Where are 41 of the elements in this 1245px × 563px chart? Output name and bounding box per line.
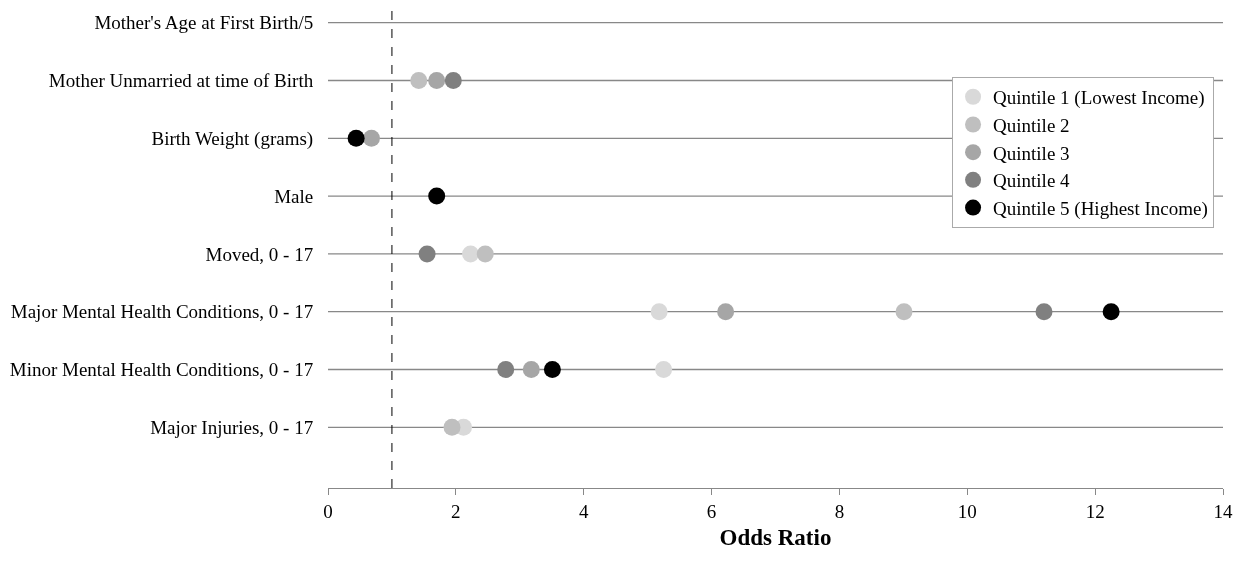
point [410, 72, 428, 90]
point [1102, 303, 1120, 321]
point [428, 72, 446, 90]
point [650, 303, 668, 321]
y-tick-label: Male [274, 185, 314, 207]
y-tick-label: Minor Mental Health Conditions, 0 - 17 [9, 359, 314, 381]
legend-label: Quintile 1 (Lowest Income) [993, 87, 1205, 110]
y-tick-label: Major Mental Health Conditions, 0 - 17 [10, 301, 314, 323]
x-tick-label: 12 [1085, 500, 1105, 522]
point [418, 245, 436, 263]
x-tick-label: 14 [1213, 500, 1233, 522]
x-tick-label: 2 [451, 500, 461, 522]
x-tick-label: 10 [957, 500, 977, 522]
point [522, 361, 540, 378]
point [1035, 303, 1053, 321]
y-tick-label: Mother's Age at First Birth/5 [94, 12, 314, 34]
point [476, 245, 494, 263]
point [362, 129, 380, 147]
point [462, 245, 480, 263]
point [347, 129, 365, 147]
x-tick-label: 0 [323, 500, 333, 522]
y-tick-label: Major Injuries, 0 - 17 [150, 416, 314, 438]
point [497, 361, 515, 378]
point [717, 303, 735, 321]
x-tick-label: 6 [706, 500, 717, 522]
point [655, 361, 673, 378]
x-tick-label: 8 [834, 500, 845, 522]
point [895, 303, 913, 321]
legend-label: Quintile 4 [993, 170, 1071, 192]
x-tick-label: 4 [578, 500, 589, 522]
legend-label: Quintile 5 (Highest Income) [993, 197, 1208, 220]
y-tick-label: Moved, 0 - 17 [205, 243, 314, 265]
x-axis-title: Odds Ratio [719, 525, 832, 551]
y-tick-label: Birth Weight (grams) [151, 127, 314, 150]
point [428, 187, 446, 205]
y-tick-label: Mother Unmarried at time of Birth [48, 70, 314, 92]
point [543, 361, 561, 378]
point [443, 418, 461, 436]
point [444, 72, 462, 90]
legend-label: Quintile 3 [993, 142, 1070, 164]
legend-label: Quintile 2 [993, 114, 1070, 136]
